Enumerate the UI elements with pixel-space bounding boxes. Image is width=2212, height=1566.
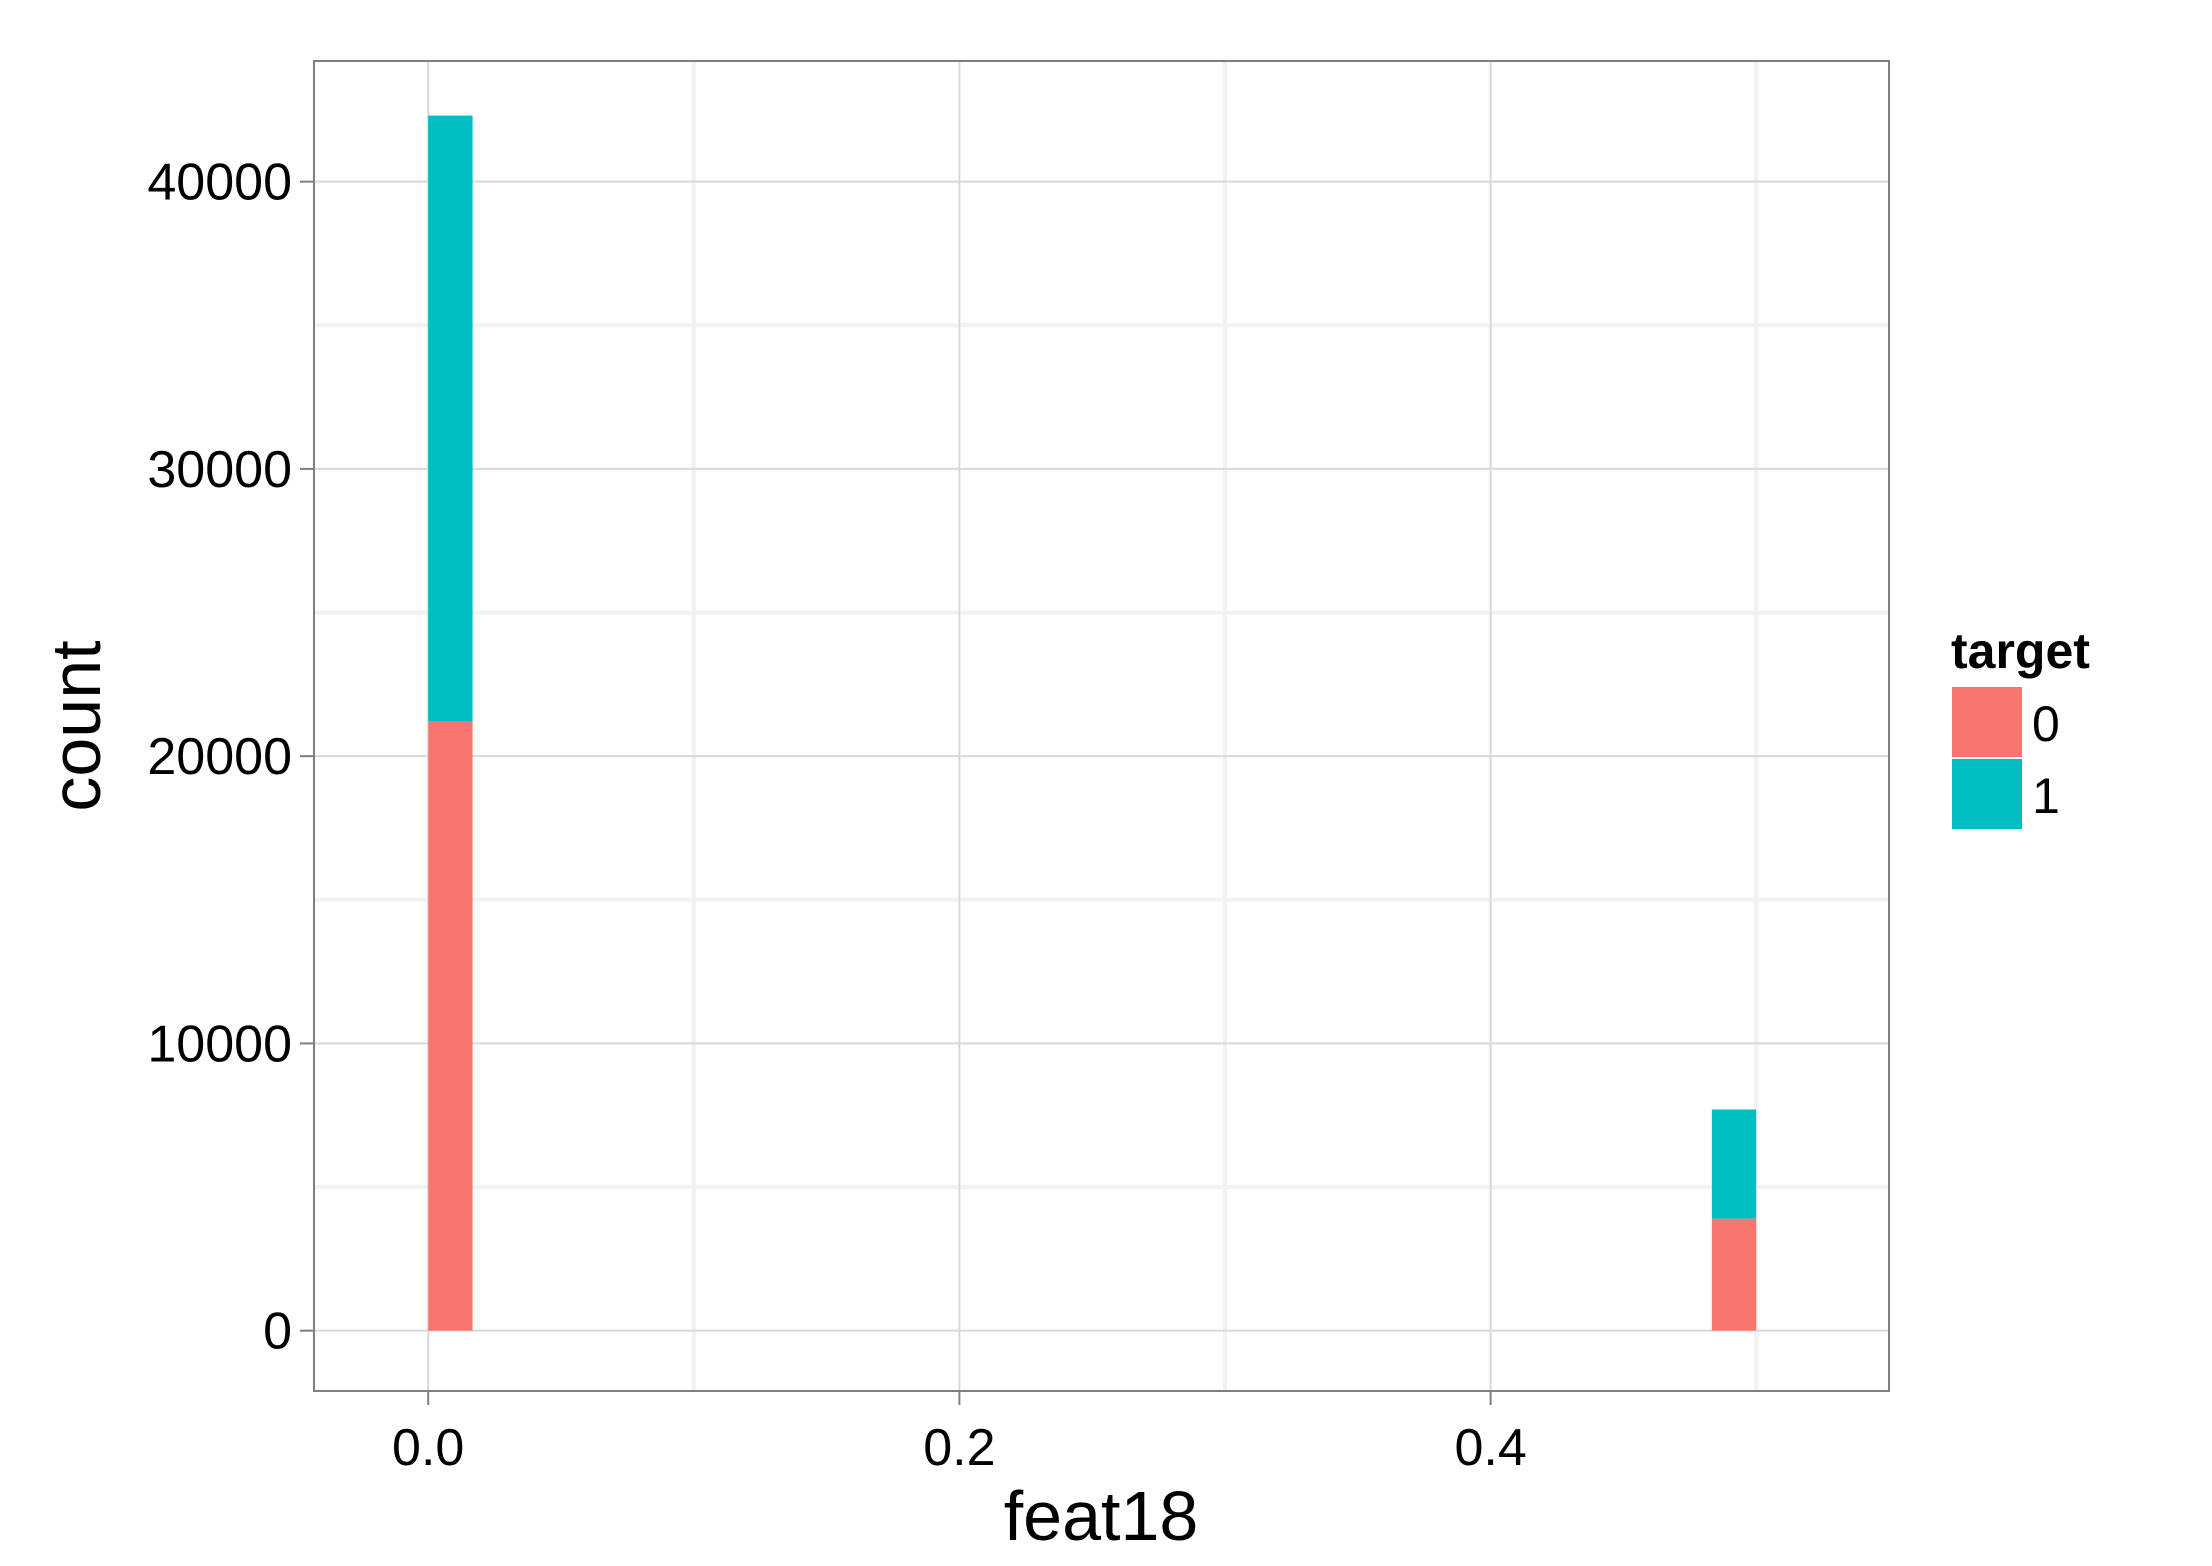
x-tick-label: 0.0: [392, 1419, 464, 1477]
bars: [428, 115, 1757, 1331]
x-tick-label: 0.4: [1454, 1419, 1526, 1477]
x-axis: 0.0 0.2 0.4: [392, 1391, 1527, 1477]
legend-key-1: [1950, 757, 2024, 831]
y-tick-label: 10000: [147, 1015, 292, 1073]
legend-label-1: 1: [2032, 768, 2060, 824]
panel-background: [314, 61, 1889, 1391]
y-tick-label: 40000: [147, 154, 292, 212]
y-axis-title: count: [37, 640, 115, 811]
x-tick-label: 0.2: [923, 1419, 995, 1477]
y-tick-label: 20000: [147, 728, 292, 786]
y-tick-label: 30000: [147, 441, 292, 499]
y-axis: 0 10000 20000 30000 40000: [147, 154, 314, 1361]
y-tick-label: 0: [263, 1303, 292, 1361]
bar-bin-0-target-1: [428, 115, 473, 722]
legend: target 0 1: [1950, 623, 2090, 831]
bar-bin-1-target-1: [1711, 1109, 1757, 1219]
legend-title: target: [1951, 623, 2090, 679]
x-axis-title: feat18: [1004, 1477, 1199, 1555]
legend-key-0: [1950, 685, 2024, 759]
minor-gridlines: [314, 61, 1889, 1391]
panel-border: [313, 60, 1890, 1392]
bar-bin-1-target-0: [1711, 1218, 1757, 1331]
bar-bin-0-target-0: [428, 721, 473, 1331]
legend-label-0: 0: [2032, 696, 2060, 752]
